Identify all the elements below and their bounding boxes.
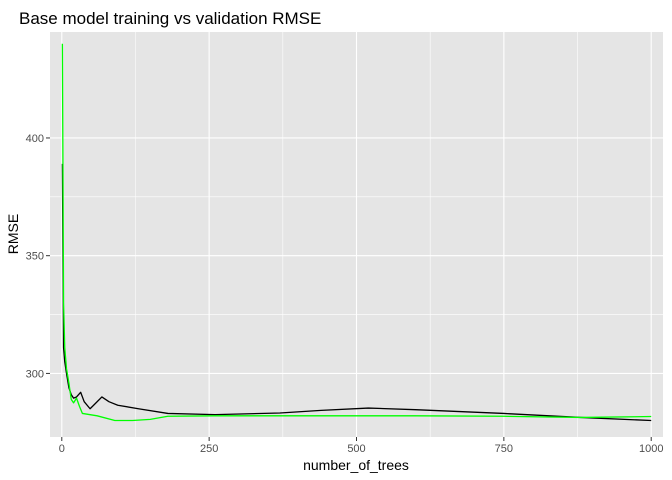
series-line-validation — [61, 43, 652, 422]
x-tick-label: 500 — [347, 443, 365, 455]
x-tick-label: 1000 — [639, 443, 663, 455]
chart-title: Base model training vs validation RMSE — [19, 9, 321, 28]
series-line-training — [61, 163, 652, 422]
x-tick-label: 250 — [200, 443, 218, 455]
y-axis-title: RMSE — [5, 214, 21, 254]
y-axis: 300 350 400 — [26, 133, 50, 380]
y-tick-label: 300 — [26, 368, 44, 380]
y-tick-label: 400 — [26, 133, 44, 145]
x-axis: 0 250 500 750 1000 — [59, 437, 663, 455]
x-tick-label: 750 — [495, 443, 513, 455]
x-tick-label: 0 — [59, 443, 65, 455]
y-tick-label: 350 — [26, 251, 44, 263]
major-gridlines — [50, 32, 663, 437]
series-layer — [61, 43, 652, 422]
x-axis-title: number_of_trees — [303, 457, 409, 473]
